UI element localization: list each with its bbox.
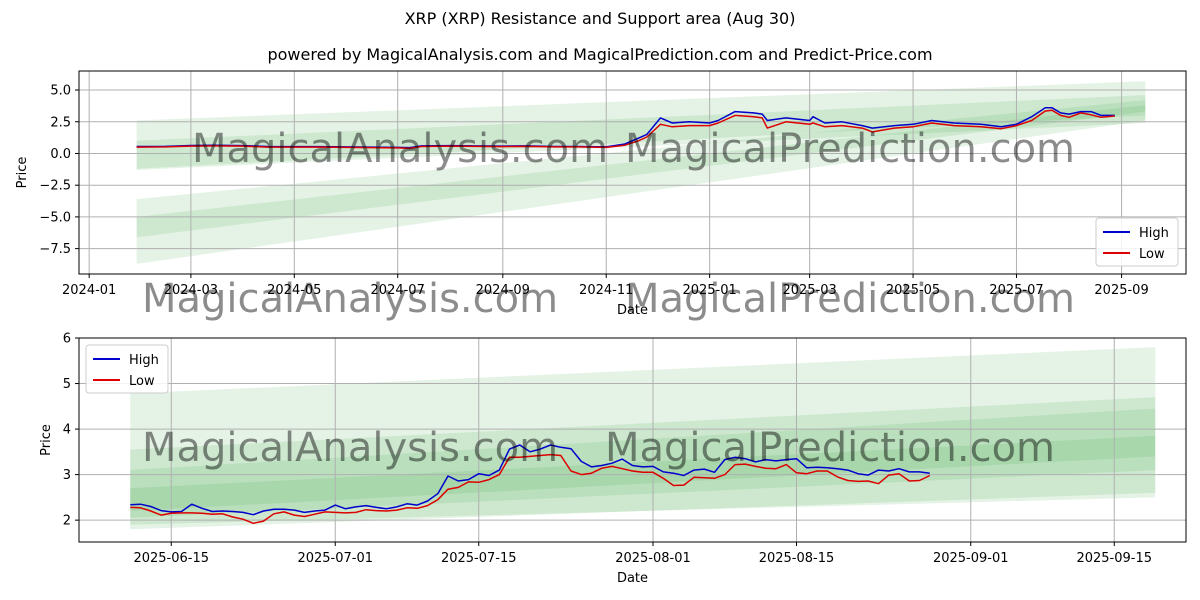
watermark: MagicalPrediction.com bbox=[605, 425, 1055, 471]
x-tick-label: 2025-03 bbox=[782, 283, 836, 298]
watermark: MagicalAnalysis.com bbox=[192, 126, 608, 172]
legend: High Low bbox=[1095, 217, 1179, 267]
legend-label-low: Low bbox=[1139, 247, 1165, 262]
legend-label-high: High bbox=[129, 353, 159, 368]
x-axis-label: Date bbox=[617, 571, 648, 586]
x-tick-label: 2024-09 bbox=[476, 283, 530, 298]
chart-panel-bottom: MagicalAnalysis.com MagicalPrediction.com… bbox=[39, 332, 1187, 586]
y-tick-label: −5.0 bbox=[39, 210, 71, 225]
chart-panel-top: MagicalAnalysis.com MagicalPrediction.com… bbox=[15, 70, 1187, 322]
watermark: MagicalPrediction.com bbox=[625, 126, 1075, 172]
x-tick-label: 2024-03 bbox=[164, 283, 218, 298]
y-tick-label: 5.0 bbox=[50, 84, 71, 99]
y-tick-label: 0.0 bbox=[50, 147, 71, 162]
y-axis-label: Price bbox=[39, 424, 54, 456]
x-tick-label: 2025-07-01 bbox=[297, 551, 373, 566]
series-line-low bbox=[136, 109, 1115, 150]
x-tick-label: 2025-08-15 bbox=[759, 551, 835, 566]
support-resistance-band bbox=[136, 95, 1146, 169]
chart-subtitle: powered by MagicalAnalysis.com and Magic… bbox=[267, 45, 933, 64]
x-tick-label: 2025-07 bbox=[989, 283, 1043, 298]
support-resistance-band bbox=[130, 347, 1156, 525]
x-axis-label: Date bbox=[617, 303, 648, 318]
series-line-low bbox=[130, 453, 931, 525]
legend: High Low bbox=[85, 344, 169, 394]
plot-area bbox=[79, 338, 1186, 542]
x-tick-label: 2025-09 bbox=[1094, 283, 1148, 298]
x-tick-label: 2024-11 bbox=[579, 283, 633, 298]
legend-label-low: Low bbox=[129, 374, 155, 389]
y-tick-label: −2.5 bbox=[39, 179, 71, 194]
support-resistance-band bbox=[130, 435, 1156, 512]
x-tick-label: 2025-09-15 bbox=[1076, 551, 1152, 566]
y-tick-label: −7.5 bbox=[39, 242, 71, 257]
y-tick-label: 2.5 bbox=[50, 115, 71, 130]
x-tick-label: 2025-07-15 bbox=[441, 551, 517, 566]
watermark: MagicalAnalysis.com bbox=[142, 276, 558, 322]
x-tick-label: 2025-06-15 bbox=[133, 551, 209, 566]
y-tick-label: 4 bbox=[63, 423, 71, 438]
legend-label-high: High bbox=[1139, 226, 1169, 241]
support-resistance-band bbox=[130, 397, 1156, 530]
y-axis-label: Price bbox=[15, 157, 30, 189]
x-tick-label: 2024-05 bbox=[267, 283, 321, 298]
chart-suptitle: XRP (XRP) Resistance and Support area (A… bbox=[404, 9, 796, 28]
watermark: MagicalAnalysis.com bbox=[142, 425, 558, 471]
y-tick-label: 5 bbox=[63, 377, 71, 392]
axes-frame bbox=[78, 70, 1187, 275]
x-tick-label: 2025-08-01 bbox=[615, 551, 691, 566]
axes-frame bbox=[78, 337, 1187, 543]
x-tick-label: 2024-07 bbox=[371, 283, 425, 298]
y-tick-label: 3 bbox=[63, 468, 71, 483]
support-resistance-band bbox=[130, 408, 1156, 518]
series-line-high bbox=[130, 444, 930, 516]
x-tick-label: 2024-01 bbox=[62, 283, 116, 298]
plot-area bbox=[79, 71, 1186, 274]
x-tick-label: 2025-09-01 bbox=[933, 551, 1009, 566]
watermark: MagicalPrediction.com bbox=[625, 276, 1075, 322]
y-tick-label: 6 bbox=[63, 332, 71, 347]
support-resistance-band bbox=[136, 100, 1146, 264]
y-tick-label: 2 bbox=[63, 514, 71, 529]
support-resistance-band bbox=[136, 105, 1146, 238]
x-tick-label: 2025-01 bbox=[682, 283, 736, 298]
x-tick-label: 2025-05 bbox=[886, 283, 940, 298]
